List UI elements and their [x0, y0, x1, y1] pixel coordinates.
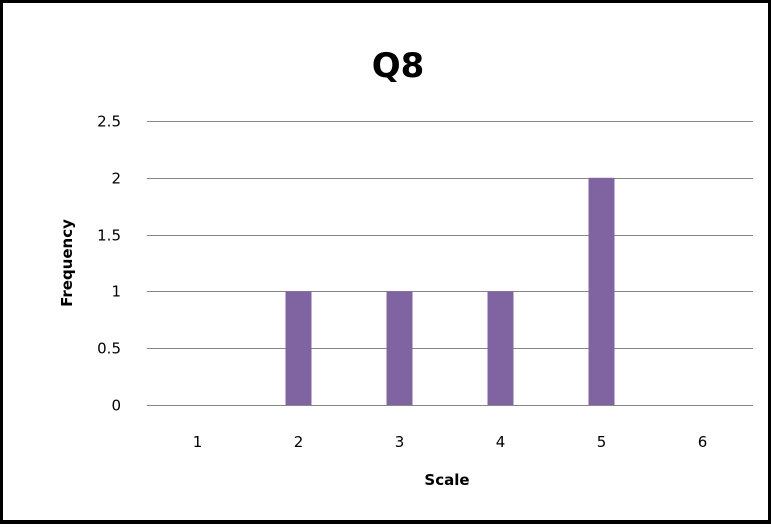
y-tick-label: 0: [111, 397, 121, 415]
bars: [285, 177, 615, 405]
x-tick-label: 1: [193, 433, 203, 451]
y-tick-label: 2.5: [97, 113, 121, 131]
x-tick-label: 4: [496, 433, 506, 451]
x-tick-label: 2: [294, 433, 304, 451]
gridlines: [147, 121, 753, 406]
bar-chart: Q8 0 0.5 1 1.5 2 2.5 1 2 3 4 5 6 Frequency Scale: [58, 46, 753, 489]
y-tick-label: 0.5: [97, 340, 121, 358]
x-axis-ticks: 1 2 3 4 5 6: [193, 433, 708, 451]
y-axis-ticks: 0 0.5 1 1.5 2 2.5: [97, 113, 121, 415]
chart-title: Q8: [372, 46, 425, 86]
x-axis-title: Scale: [424, 471, 469, 489]
bar-2: [285, 291, 312, 405]
x-tick-label: 5: [597, 433, 607, 451]
y-axis-title: Frequency: [58, 219, 76, 307]
y-tick-label: 1: [111, 283, 121, 301]
x-tick-label: 3: [395, 433, 405, 451]
x-tick-label: 6: [698, 433, 708, 451]
bar-5: [588, 177, 615, 405]
y-tick-label: 1.5: [97, 227, 121, 245]
y-tick-label: 2: [111, 170, 121, 188]
bar-3: [386, 291, 413, 405]
bar-4: [487, 291, 514, 405]
